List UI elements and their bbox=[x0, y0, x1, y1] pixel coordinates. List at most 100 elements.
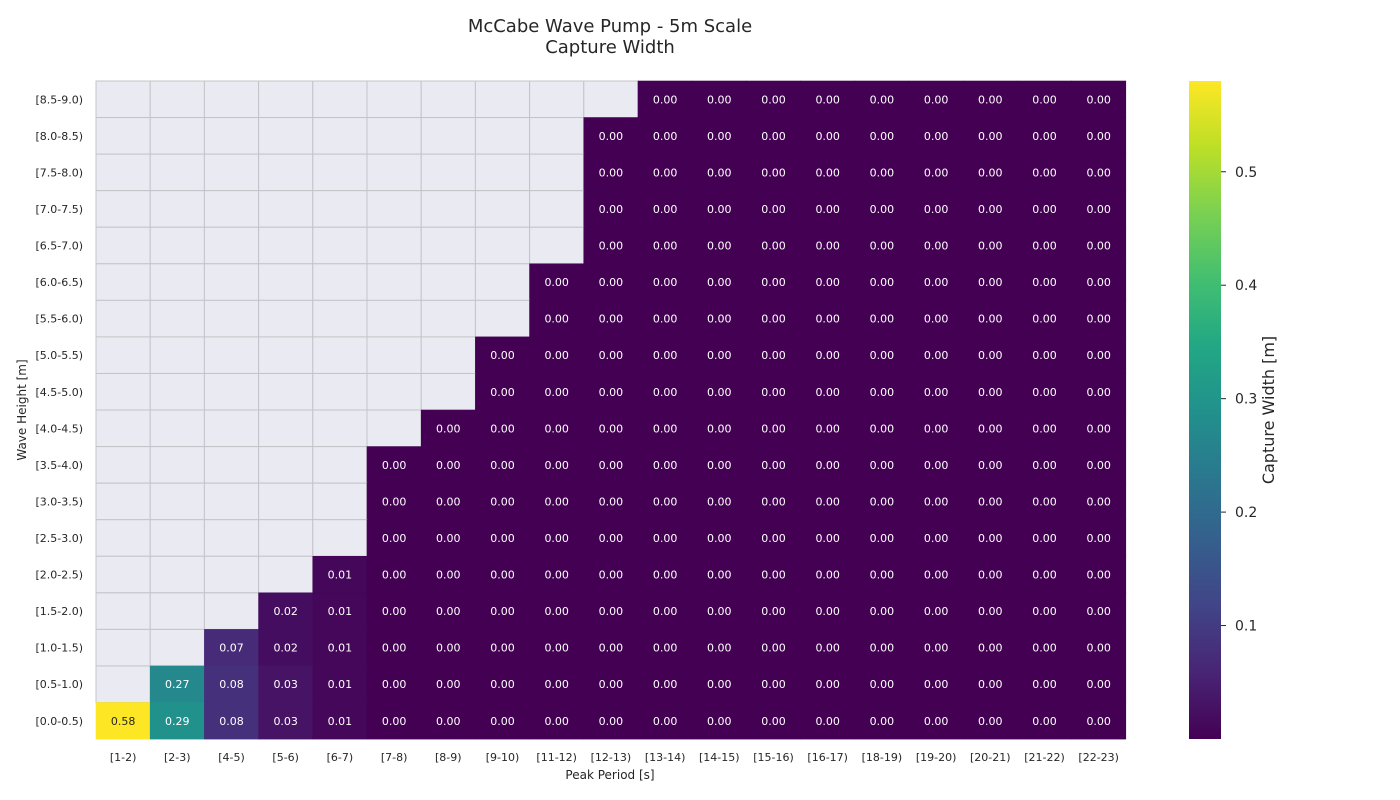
heatmap-cell bbox=[1017, 629, 1072, 667]
heatmap-cell bbox=[204, 629, 259, 667]
x-tick-label: [1-2) bbox=[110, 751, 137, 764]
cell-value-label: 0.02 bbox=[273, 605, 298, 618]
heatmap-cell-empty bbox=[203, 190, 260, 228]
cell-value-label: 0.00 bbox=[653, 130, 678, 143]
heatmap-cell bbox=[1017, 702, 1072, 740]
heatmap-cell bbox=[691, 117, 747, 155]
cell-value-label: 0.00 bbox=[1032, 569, 1057, 582]
heatmap-cell-empty bbox=[529, 117, 585, 155]
y-axis-label: Wave Height [m] bbox=[15, 359, 29, 460]
cell-value-label: 0.00 bbox=[924, 93, 949, 106]
heatmap-cell-empty bbox=[203, 519, 260, 557]
y-tick-label: [7.0-7.5) bbox=[35, 203, 83, 216]
cell-value-label: 0.00 bbox=[490, 605, 515, 618]
cell-value-label: 0.00 bbox=[653, 386, 678, 399]
y-tick-label: [6.5-7.0) bbox=[35, 240, 83, 253]
cell-value-label: 0.00 bbox=[924, 605, 949, 618]
cell-value-label: 0.00 bbox=[761, 276, 786, 289]
heatmap-cell-empty bbox=[474, 153, 531, 192]
heatmap-cell bbox=[691, 665, 747, 703]
x-tick-label: [4-5) bbox=[218, 751, 245, 764]
heatmap-cell bbox=[962, 153, 1018, 191]
cell-value-label: 0.00 bbox=[761, 605, 786, 618]
heatmap-cell-empty bbox=[583, 80, 639, 119]
cell-value-label: 0.00 bbox=[544, 313, 569, 326]
heatmap-cell bbox=[583, 629, 639, 667]
heatmap-cell-empty bbox=[258, 336, 314, 374]
cell-value-label: 0.00 bbox=[1086, 495, 1111, 508]
cell-value-label: 0.01 bbox=[328, 678, 353, 691]
cell-value-label: 0.03 bbox=[273, 715, 298, 728]
cell-value-label: 0.00 bbox=[978, 276, 1003, 289]
y-tick-label: [1.0-1.5) bbox=[35, 642, 83, 655]
cell-value-label: 0.03 bbox=[273, 678, 298, 691]
x-tick-label: [11-12) bbox=[536, 751, 577, 764]
cell-value-label: 0.00 bbox=[815, 349, 840, 362]
heatmap-cell-empty bbox=[420, 226, 476, 265]
cell-value-label: 0.00 bbox=[978, 532, 1003, 545]
heatmap-cell bbox=[583, 665, 639, 703]
y-tick-label: [8.5-9.0) bbox=[35, 93, 83, 106]
cell-value-label: 0.00 bbox=[490, 642, 515, 655]
heatmap-cell bbox=[1017, 555, 1072, 594]
cell-value-label: 0.00 bbox=[490, 495, 515, 508]
cell-value-label: 0.00 bbox=[1086, 642, 1111, 655]
heatmap-cell bbox=[908, 446, 964, 484]
heatmap-cell bbox=[691, 519, 747, 557]
x-tick-label: [5-6) bbox=[272, 751, 299, 764]
heatmap-cell bbox=[908, 555, 964, 594]
heatmap-cell bbox=[908, 226, 964, 265]
x-tick-label: [7-8) bbox=[381, 751, 408, 764]
heatmap-cell-empty bbox=[203, 336, 260, 374]
x-tick-label: [12-13) bbox=[591, 751, 632, 764]
cell-value-label: 0.00 bbox=[924, 569, 949, 582]
cell-value-label: 0.00 bbox=[544, 276, 569, 289]
cell-value-label: 0.00 bbox=[815, 166, 840, 179]
heatmap-cell bbox=[1071, 117, 1127, 155]
cell-value-label: 0.00 bbox=[653, 313, 678, 326]
heatmap-cell bbox=[583, 226, 639, 265]
heatmap-cell bbox=[962, 555, 1018, 594]
heatmap-cell bbox=[746, 446, 801, 484]
heatmap-cell-empty bbox=[258, 263, 314, 301]
heatmap-cell bbox=[800, 629, 856, 667]
heatmap-cell-empty bbox=[312, 190, 368, 228]
colorbar-tick-label: 0.4 bbox=[1235, 278, 1257, 294]
cell-value-label: 0.00 bbox=[544, 386, 569, 399]
cell-value-label: 0.00 bbox=[870, 93, 895, 106]
cell-value-label: 0.00 bbox=[490, 715, 515, 728]
cell-value-label: 0.08 bbox=[219, 678, 244, 691]
heatmap-cell-empty bbox=[95, 665, 151, 704]
cell-value-label: 0.00 bbox=[382, 605, 407, 618]
cell-value-label: 0.00 bbox=[653, 422, 678, 435]
heatmap-cell-empty bbox=[474, 263, 531, 301]
heatmap-cell bbox=[800, 409, 856, 447]
cell-value-label: 0.00 bbox=[978, 569, 1003, 582]
cell-value-label: 0.00 bbox=[653, 459, 678, 472]
x-tick-label: [2-3) bbox=[164, 751, 191, 764]
heatmap-cell bbox=[95, 702, 151, 740]
cell-value-label: 0.00 bbox=[1086, 386, 1111, 399]
heatmap-cell bbox=[637, 190, 693, 228]
cell-value-label: 0.00 bbox=[599, 203, 624, 216]
heatmap-cell bbox=[529, 555, 585, 594]
heatmap-cell bbox=[420, 702, 476, 740]
heatmap-cell bbox=[854, 409, 910, 447]
heatmap-cell-empty bbox=[366, 409, 422, 448]
heatmap-cell bbox=[746, 117, 801, 155]
heatmap-cell bbox=[691, 482, 747, 521]
heatmap-cell-empty bbox=[149, 226, 205, 265]
cell-value-label: 0.00 bbox=[1086, 569, 1111, 582]
cell-value-label: 0.00 bbox=[1032, 386, 1057, 399]
heatmap-cell bbox=[908, 665, 964, 703]
cell-value-label: 0.00 bbox=[924, 422, 949, 435]
heatmap-cell-empty bbox=[203, 117, 260, 155]
heatmap-cell bbox=[854, 300, 910, 338]
cell-value-label: 0.00 bbox=[544, 642, 569, 655]
cell-value-label: 0.00 bbox=[761, 349, 786, 362]
heatmap-cell bbox=[312, 665, 368, 703]
heatmap-cell bbox=[854, 263, 910, 301]
cell-value-label: 0.00 bbox=[815, 532, 840, 545]
cell-value-label: 0.00 bbox=[382, 715, 407, 728]
cell-value-label: 0.00 bbox=[1086, 166, 1111, 179]
